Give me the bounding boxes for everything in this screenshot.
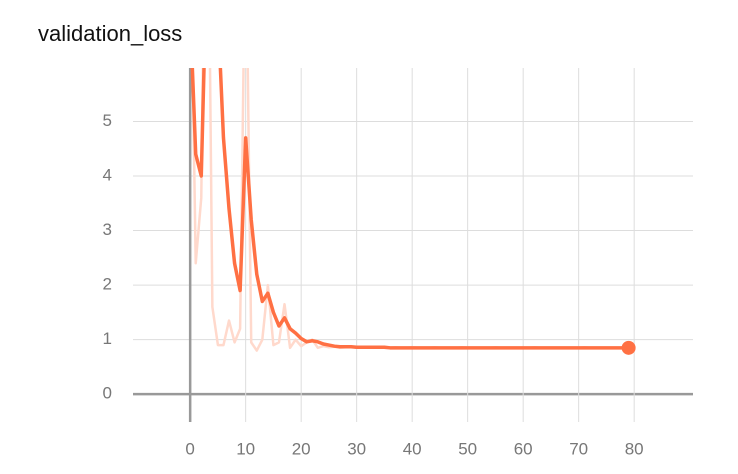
x-tick-label: 30 <box>347 439 366 458</box>
chart-title: validation_loss <box>38 21 182 46</box>
x-tick-label: 0 <box>185 439 194 458</box>
plot-area <box>190 68 629 352</box>
end-point <box>621 340 636 355</box>
line <box>190 68 629 350</box>
x-tick-label: 10 <box>236 439 255 458</box>
x-tick-label: 80 <box>625 439 644 458</box>
x-tick-label: 40 <box>403 439 422 458</box>
x-tick-label: 60 <box>514 439 533 458</box>
y-tick-label: 2 <box>103 275 112 294</box>
y-tick-label: 1 <box>103 329 112 348</box>
y-tick-label: 4 <box>103 165 112 184</box>
x-tick-label: 20 <box>292 439 311 458</box>
x-tick-label: 70 <box>569 439 588 458</box>
y-tick-label: 3 <box>103 220 112 239</box>
x-tick-label: 50 <box>458 439 477 458</box>
line <box>191 68 629 352</box>
y-tick-label: 5 <box>103 111 112 130</box>
y-tick-label: 0 <box>103 384 112 403</box>
